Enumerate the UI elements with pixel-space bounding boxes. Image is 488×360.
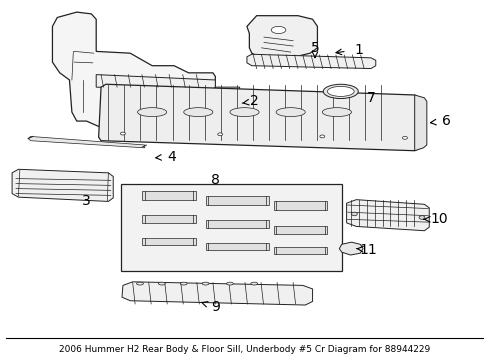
Polygon shape <box>142 215 196 223</box>
Polygon shape <box>339 242 363 255</box>
Polygon shape <box>246 54 375 68</box>
Text: 1: 1 <box>354 42 363 57</box>
Polygon shape <box>273 226 326 234</box>
Ellipse shape <box>229 108 259 117</box>
Ellipse shape <box>323 84 358 99</box>
Polygon shape <box>122 282 312 305</box>
Text: 10: 10 <box>429 212 447 226</box>
Polygon shape <box>142 191 196 200</box>
Ellipse shape <box>418 216 424 219</box>
Polygon shape <box>205 243 268 249</box>
Polygon shape <box>28 136 144 148</box>
Polygon shape <box>12 169 113 202</box>
Ellipse shape <box>137 108 166 117</box>
Ellipse shape <box>319 135 324 138</box>
Ellipse shape <box>402 136 407 139</box>
Text: 6: 6 <box>441 114 450 128</box>
Ellipse shape <box>120 132 125 135</box>
Ellipse shape <box>202 282 208 285</box>
Ellipse shape <box>183 108 212 117</box>
Polygon shape <box>273 247 326 254</box>
Ellipse shape <box>250 282 257 285</box>
Ellipse shape <box>271 26 285 33</box>
Polygon shape <box>99 84 420 151</box>
Polygon shape <box>346 200 428 231</box>
Text: 4: 4 <box>167 150 176 164</box>
Ellipse shape <box>217 133 222 136</box>
Polygon shape <box>96 75 215 91</box>
Text: 2006 Hummer H2 Rear Body & Floor Sill, Underbody #5 Cr Diagram for 88944229: 2006 Hummer H2 Rear Body & Floor Sill, U… <box>59 345 429 354</box>
Polygon shape <box>273 202 326 210</box>
Text: 5: 5 <box>310 41 319 55</box>
Polygon shape <box>142 238 196 245</box>
Ellipse shape <box>158 282 165 285</box>
Text: 8: 8 <box>210 173 219 187</box>
Text: 11: 11 <box>359 243 377 257</box>
Text: 2: 2 <box>249 94 258 108</box>
Polygon shape <box>246 16 317 60</box>
Text: 9: 9 <box>210 300 219 314</box>
Polygon shape <box>205 196 268 205</box>
Polygon shape <box>414 95 426 151</box>
Polygon shape <box>205 220 268 228</box>
Polygon shape <box>215 87 239 103</box>
Ellipse shape <box>327 86 353 96</box>
Ellipse shape <box>136 282 143 285</box>
Text: 3: 3 <box>82 194 91 208</box>
Ellipse shape <box>351 212 357 216</box>
Ellipse shape <box>180 282 187 285</box>
Polygon shape <box>120 184 341 271</box>
Ellipse shape <box>276 108 305 117</box>
Text: 7: 7 <box>366 91 374 105</box>
Polygon shape <box>52 12 215 126</box>
Ellipse shape <box>322 108 351 117</box>
Ellipse shape <box>226 282 233 285</box>
